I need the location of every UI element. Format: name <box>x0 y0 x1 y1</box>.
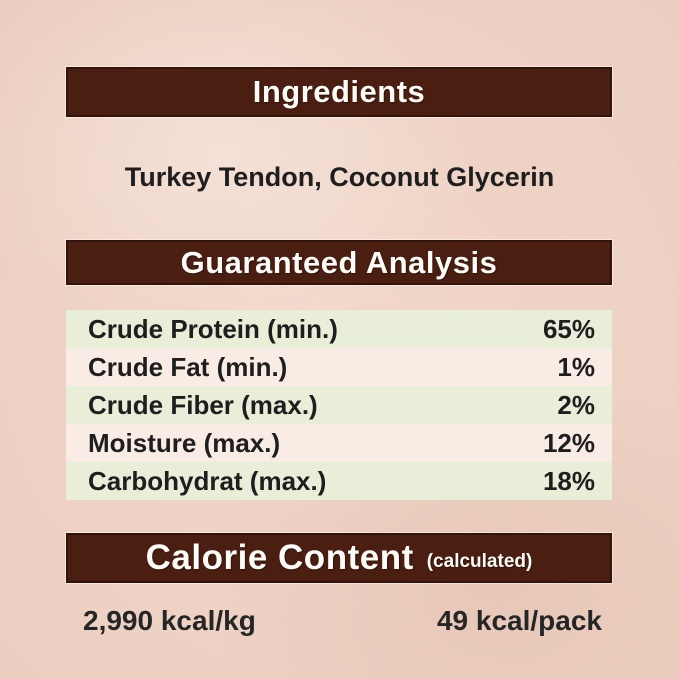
nutrient-label: Crude Protein (min.) <box>88 313 338 344</box>
ingredients-list: Turkey Tendon, Coconut Glycerin <box>124 162 555 192</box>
table-row: Crude Fat (min.) 1% <box>66 348 612 386</box>
nutrient-value: 2% <box>557 389 595 420</box>
nutrient-label: Moisture (max.) <box>88 427 281 458</box>
nutrient-value: 18% <box>542 465 595 496</box>
ingredients-header-bar: Ingredients <box>66 67 612 117</box>
guaranteed-analysis-table: Crude Protein (min.) 65% Crude Fat (min.… <box>66 310 612 500</box>
table-row: Carbohydrat (max.) 18% <box>66 462 612 500</box>
calorie-content-subtitle: (calculated) <box>426 551 533 572</box>
nutrient-value: 65% <box>542 313 595 344</box>
guaranteed-analysis-title: Guaranteed Analysis <box>180 244 498 280</box>
nutrient-value: 1% <box>557 351 595 382</box>
nutrient-label: Carbohydrat (max.) <box>88 465 327 496</box>
ingredients-title: Ingredients <box>252 74 426 109</box>
table-row: Crude Protein (min.) 65% <box>66 310 612 348</box>
nutrient-value: 12% <box>542 427 595 458</box>
nutrient-label: Crude Fiber (max.) <box>88 389 318 420</box>
kcal-per-kg: 2,990 kcal/kg <box>83 605 256 636</box>
nutrient-label: Crude Fat (min.) <box>88 351 288 382</box>
calorie-values-row: 2,990 kcal/kg 49 kcal/pack <box>66 604 612 638</box>
kcal-per-pack: 49 kcal/pack <box>436 605 602 636</box>
table-row: Moisture (max.) 12% <box>66 424 612 462</box>
guaranteed-analysis-header-bar: Guaranteed Analysis <box>66 240 612 285</box>
calorie-content-title: Calorie Content <box>145 538 414 577</box>
calorie-content-header-bar: Calorie Content (calculated) <box>66 533 612 583</box>
table-row: Crude Fiber (max.) 2% <box>66 386 612 424</box>
